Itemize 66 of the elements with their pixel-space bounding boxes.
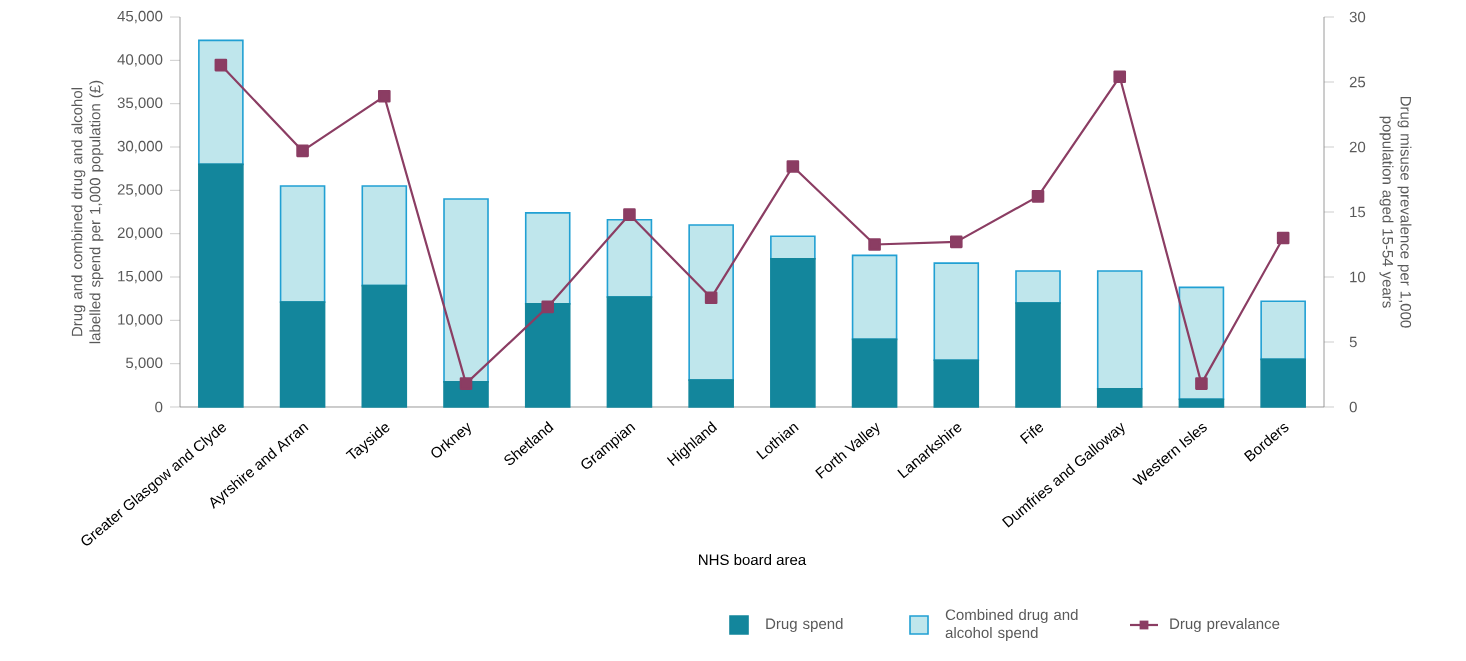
y-tick-label: 35,000 xyxy=(117,97,163,110)
y2-tick-label: 0 xyxy=(1349,401,1357,413)
y2-tick-label: 5 xyxy=(1349,336,1357,348)
bar xyxy=(688,379,734,408)
bar xyxy=(1178,398,1225,408)
y-tick-label: 5,000 xyxy=(126,357,163,370)
point xyxy=(459,377,473,390)
bar xyxy=(851,254,898,341)
y-tick-label: 30,000 xyxy=(117,140,163,154)
bar xyxy=(1015,302,1061,408)
bar xyxy=(770,258,816,408)
point xyxy=(786,160,800,173)
y-tick-label: 40,000 xyxy=(117,54,163,67)
y2-tick-label: 30 xyxy=(1349,11,1366,23)
bar xyxy=(606,219,653,298)
bar xyxy=(1260,358,1306,408)
bar xyxy=(851,338,898,408)
bar xyxy=(198,39,244,166)
bar xyxy=(1096,388,1143,408)
point xyxy=(1031,190,1045,203)
bar xyxy=(279,185,326,303)
point xyxy=(377,90,391,103)
y-tick-label: 10,000 xyxy=(118,314,163,327)
point xyxy=(1276,231,1290,245)
y2-tick-label: 25 xyxy=(1349,76,1366,88)
y-tick-label: 25,000 xyxy=(117,184,163,197)
y-tick-label: 0 xyxy=(155,401,163,413)
point xyxy=(623,208,636,221)
bar xyxy=(1260,300,1306,361)
bar xyxy=(198,163,244,408)
bar xyxy=(933,359,980,408)
y-tick-label: 45,000 xyxy=(117,10,163,24)
bar xyxy=(361,284,408,408)
y-axis-title: Drug and combined drug and alcohol labelled spend per 1,000 population (£) xyxy=(71,80,104,344)
bar xyxy=(1015,270,1061,304)
bar xyxy=(443,381,489,408)
legend-label: Combined drug and alcohol spend xyxy=(945,609,1078,641)
point xyxy=(704,291,718,305)
bar xyxy=(361,185,408,287)
bar xyxy=(443,198,489,383)
point xyxy=(296,144,309,158)
bar xyxy=(524,212,571,305)
y2-tick-label: 10 xyxy=(1350,271,1366,283)
x-axis-title: NHS board area xyxy=(699,554,807,566)
point xyxy=(214,58,228,72)
point xyxy=(868,238,881,251)
point xyxy=(1113,70,1127,84)
y2-tick-label: 20 xyxy=(1349,141,1366,153)
y2-axis-title: Drug misuse prevalence per 1,000 population aged 15-54 years xyxy=(1379,96,1412,328)
bar xyxy=(1096,270,1143,390)
x-tick-label: Fife xyxy=(1019,424,1044,444)
point xyxy=(1195,377,1208,390)
y-tick-label: 15,000 xyxy=(118,270,163,284)
bar xyxy=(688,224,734,381)
bar xyxy=(1178,286,1225,400)
bar xyxy=(606,296,653,408)
y2-tick-label: 15 xyxy=(1350,206,1366,218)
y-tick-label: 20,000 xyxy=(117,227,163,240)
legend-label: Drug prevalance xyxy=(1170,618,1280,632)
bar xyxy=(933,262,980,362)
bar xyxy=(524,303,571,408)
point xyxy=(950,235,963,249)
bar xyxy=(279,301,326,408)
bar xyxy=(770,235,816,260)
legend-label: Drug spend xyxy=(766,618,843,632)
point xyxy=(541,300,555,314)
